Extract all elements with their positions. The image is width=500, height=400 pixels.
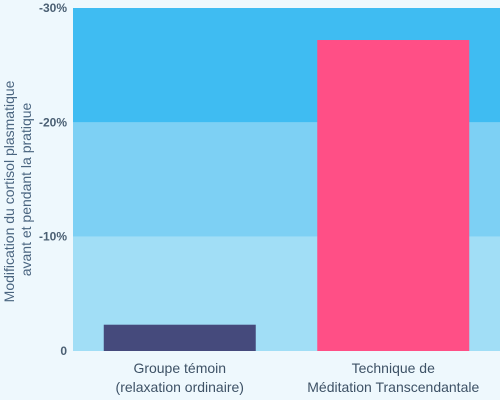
y-tick-label-2: -20% bbox=[39, 115, 67, 129]
y-tick-label-0: 0 bbox=[60, 344, 67, 358]
bar-0 bbox=[103, 324, 256, 351]
x-category-label-0-line-1: (relaxation ordinaire) bbox=[116, 379, 244, 395]
x-category-labels: Groupe témoin (relaxation ordinaire) Techn… bbox=[116, 360, 480, 395]
x-category-label-1-line-0: Technique de bbox=[352, 360, 436, 376]
x-category-label-1-line-1: Méditation Transcendantale bbox=[307, 379, 479, 395]
y-tick-label-1: -10% bbox=[39, 230, 67, 244]
y-axis-label-line-2: avant et pendant la pratique bbox=[18, 102, 34, 276]
x-category-label-0: Groupe témoin (relaxation ordinaire) bbox=[116, 360, 244, 395]
bar-1 bbox=[317, 40, 470, 351]
y-tick-labels: 0 -10% -20% -30% bbox=[39, 1, 67, 358]
y-axis-label-line-1: Modification du cortisol plasmatique bbox=[1, 80, 17, 302]
x-category-label-0-line-0: Groupe témoin bbox=[133, 360, 226, 376]
x-category-label-1: Technique de Méditation Transcendantale bbox=[307, 360, 479, 395]
y-tick-label-3: -30% bbox=[39, 1, 67, 15]
y-axis-label: Modification du cortisol plasmatique ava… bbox=[1, 77, 34, 303]
bars bbox=[103, 40, 470, 351]
